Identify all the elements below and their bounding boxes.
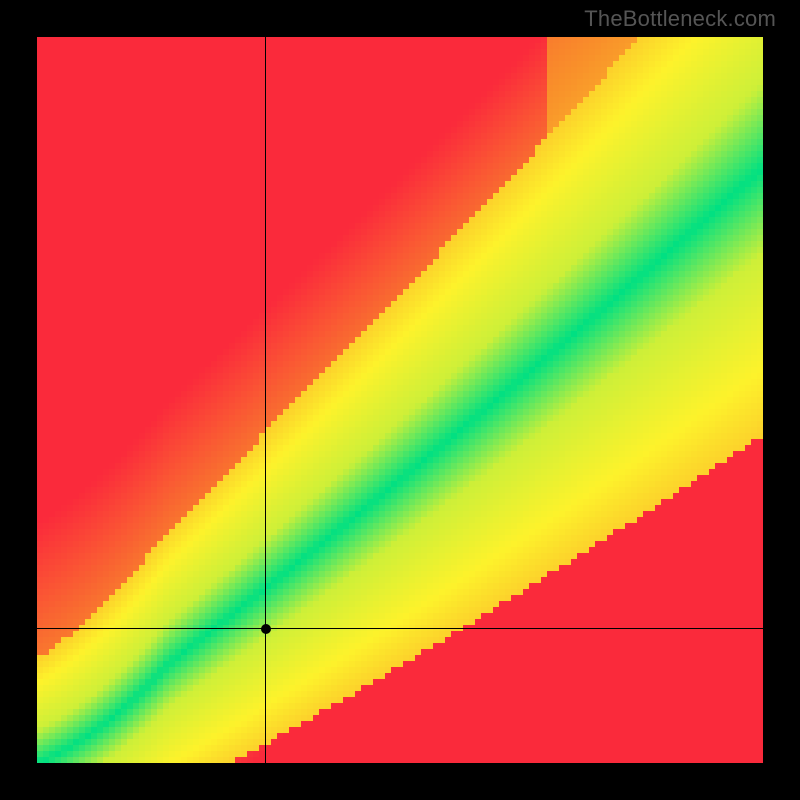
crosshair-horizontal (37, 628, 763, 629)
bottleneck-heatmap (37, 37, 763, 763)
watermark-text: TheBottleneck.com (584, 6, 776, 32)
crosshair-marker-dot (261, 624, 271, 634)
crosshair-vertical (265, 37, 266, 763)
chart-container: TheBottleneck.com (0, 0, 800, 800)
